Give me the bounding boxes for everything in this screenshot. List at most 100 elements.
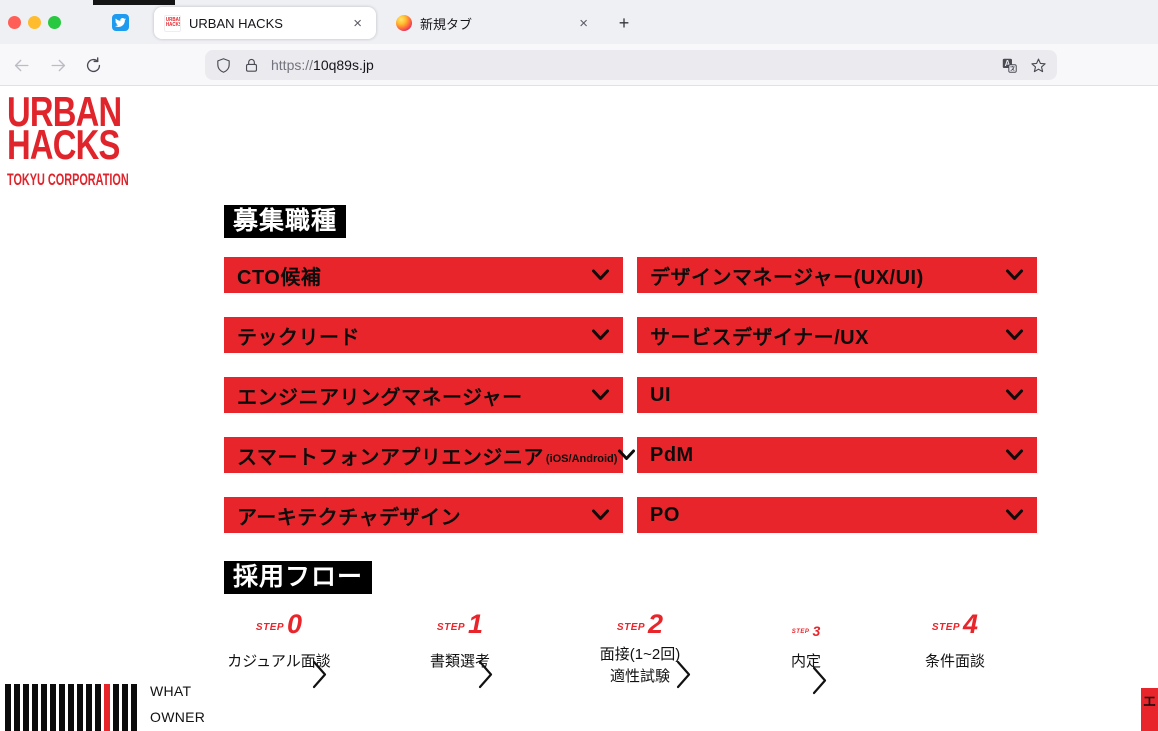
svg-text:A: A — [1005, 59, 1011, 68]
barcode-bar — [59, 684, 65, 731]
tab-title: 新規タブ — [420, 16, 473, 32]
reload-icon — [86, 56, 100, 72]
flow-step-4: STEP 4 条件面談 — [903, 608, 1007, 673]
barcode-bar — [5, 684, 11, 731]
url-bar[interactable]: https://10q89s.jp A — [205, 50, 1057, 80]
barcode-bar — [86, 684, 92, 731]
tab-urban-hacks[interactable]: URBAN HACKS URBAN HACKS × — [154, 7, 376, 39]
step-number: 2 — [648, 609, 664, 639]
barcode-bar — [122, 684, 128, 731]
job-label: デザインマネージャー(UX/UI) — [650, 266, 924, 289]
translate-icon[interactable]: A — [1001, 57, 1018, 74]
barcode-bar — [77, 684, 83, 731]
url-text[interactable]: https://10q89s.jp — [271, 57, 989, 73]
step-label: STEP 4 — [903, 608, 1007, 638]
step-number: 0 — [287, 609, 303, 639]
logo-urban: URBAN — [7, 88, 122, 135]
barcode-bar — [23, 684, 29, 731]
chevron-right-icon[interactable] — [676, 660, 691, 689]
job-dropdown-smartphone-app-engineer[interactable]: スマートフォンアプリエンジニア (iOS/Android) — [224, 437, 636, 473]
menu-item-what[interactable]: WHAT — [150, 683, 192, 699]
pinned-tab-twitter[interactable] — [112, 14, 129, 31]
shield-icon[interactable] — [215, 57, 232, 74]
lock-icon[interactable] — [243, 57, 260, 74]
close-icon[interactable]: × — [353, 14, 362, 32]
step-text: カジュアル面談 — [224, 651, 334, 673]
entry-button[interactable]: エ — [1141, 688, 1158, 731]
minimize-window-button[interactable] — [28, 16, 41, 29]
job-dropdown-cto[interactable]: CTO候補 — [224, 257, 623, 293]
chevron-down-icon — [1006, 509, 1023, 520]
step-number: 3 — [812, 623, 821, 639]
step-label: STEP 1 — [408, 608, 512, 638]
chevron-down-icon — [592, 509, 609, 520]
reload-button[interactable] — [80, 52, 106, 78]
step-line-1: カジュアル面談 — [227, 653, 331, 670]
star-icon[interactable] — [1030, 57, 1047, 74]
job-label: PO — [650, 503, 680, 526]
forward-arrow-icon — [50, 59, 65, 71]
barcode-bar — [113, 684, 119, 731]
job-dropdown-engineering-manager[interactable]: エンジニアリングマネージャー — [224, 377, 623, 413]
barcode-bar — [41, 684, 47, 731]
back-button[interactable] — [8, 52, 34, 78]
chevron-right-icon[interactable] — [478, 660, 493, 689]
close-window-button[interactable] — [8, 16, 21, 29]
url-scheme: https:// — [271, 57, 314, 73]
chevron-down-icon — [592, 389, 609, 400]
barcode-bar — [131, 684, 137, 731]
barcode-bar — [95, 684, 101, 731]
job-dropdown-pdm[interactable]: PdM — [637, 437, 1037, 473]
job-dropdown-po[interactable]: PO — [637, 497, 1037, 533]
chevron-down-icon — [1006, 389, 1023, 400]
chevron-down-icon — [592, 329, 609, 340]
tab-title: URBAN HACKS — [189, 15, 283, 31]
job-label: サービスデザイナー/UX — [650, 326, 869, 349]
step-line-2: 適性試験 — [609, 667, 670, 685]
close-icon[interactable]: × — [579, 14, 588, 32]
tab-new-tab[interactable]: 新規タブ × — [388, 7, 600, 39]
urban-hacks-favicon: URBAN HACKS — [164, 14, 181, 32]
step-word: STEP — [255, 622, 285, 633]
barcode-bar — [32, 684, 38, 731]
chevron-right-icon[interactable] — [312, 660, 327, 689]
step-number: 1 — [468, 609, 484, 639]
back-arrow-icon — [14, 59, 29, 71]
logo-tokyu-corporation: TOKYU CORPORATION — [7, 170, 129, 190]
job-dropdown-architecture-design[interactable]: アーキテクチャデザイン — [224, 497, 623, 533]
chevron-down-icon — [592, 269, 609, 280]
step-line-1: 内定 — [790, 653, 821, 670]
menu-item-owner[interactable]: OWNER — [150, 709, 206, 725]
zoom-window-button[interactable] — [48, 16, 61, 29]
flow-step-3: STEP 3 内定 — [756, 608, 856, 695]
job-dropdown-tech-lead[interactable]: テックリード — [224, 317, 623, 353]
tab-bar: URBAN HACKS URBAN HACKS × 新規タブ × + — [0, 0, 1158, 44]
chevron-right-icon[interactable] — [812, 666, 827, 695]
step-label: STEP 3 — [756, 608, 856, 638]
twitter-icon — [115, 18, 126, 27]
barcode-bar-red — [104, 684, 110, 731]
job-label-suffix: (iOS/Android) — [545, 453, 618, 465]
step-label: STEP 2 — [582, 608, 698, 638]
chevron-down-icon — [618, 449, 636, 460]
chevron-down-icon — [1006, 329, 1023, 340]
flow-step-0: STEP 0 カジュアル面談 — [224, 608, 334, 689]
job-dropdown-ui[interactable]: UI — [637, 377, 1037, 413]
recruit-heading: 募集職種 — [224, 205, 347, 238]
job-dropdown-service-designer[interactable]: サービスデザイナー/UX — [637, 317, 1037, 353]
barcode-bar — [68, 684, 74, 731]
job-dropdown-design-manager[interactable]: デザインマネージャー(UX/UI) — [637, 257, 1037, 293]
step-word: STEP — [436, 622, 466, 633]
barcode-logo — [5, 684, 137, 731]
job-label: スマートフォンアプリエンジニア — [237, 446, 544, 469]
barcode-bar — [50, 684, 56, 731]
job-label: テックリード — [237, 326, 360, 349]
logo-hacks: HACKS — [7, 121, 120, 169]
new-tab-button[interactable]: + — [618, 13, 630, 33]
step-number: 4 — [963, 609, 979, 639]
job-label: PdM — [650, 443, 694, 466]
forward-button[interactable] — [45, 52, 71, 78]
job-label: エンジニアリングマネージャー — [237, 386, 523, 409]
step-text: 面接(1~2回) 適性試験 — [582, 644, 698, 688]
chevron-down-icon — [1006, 449, 1023, 460]
